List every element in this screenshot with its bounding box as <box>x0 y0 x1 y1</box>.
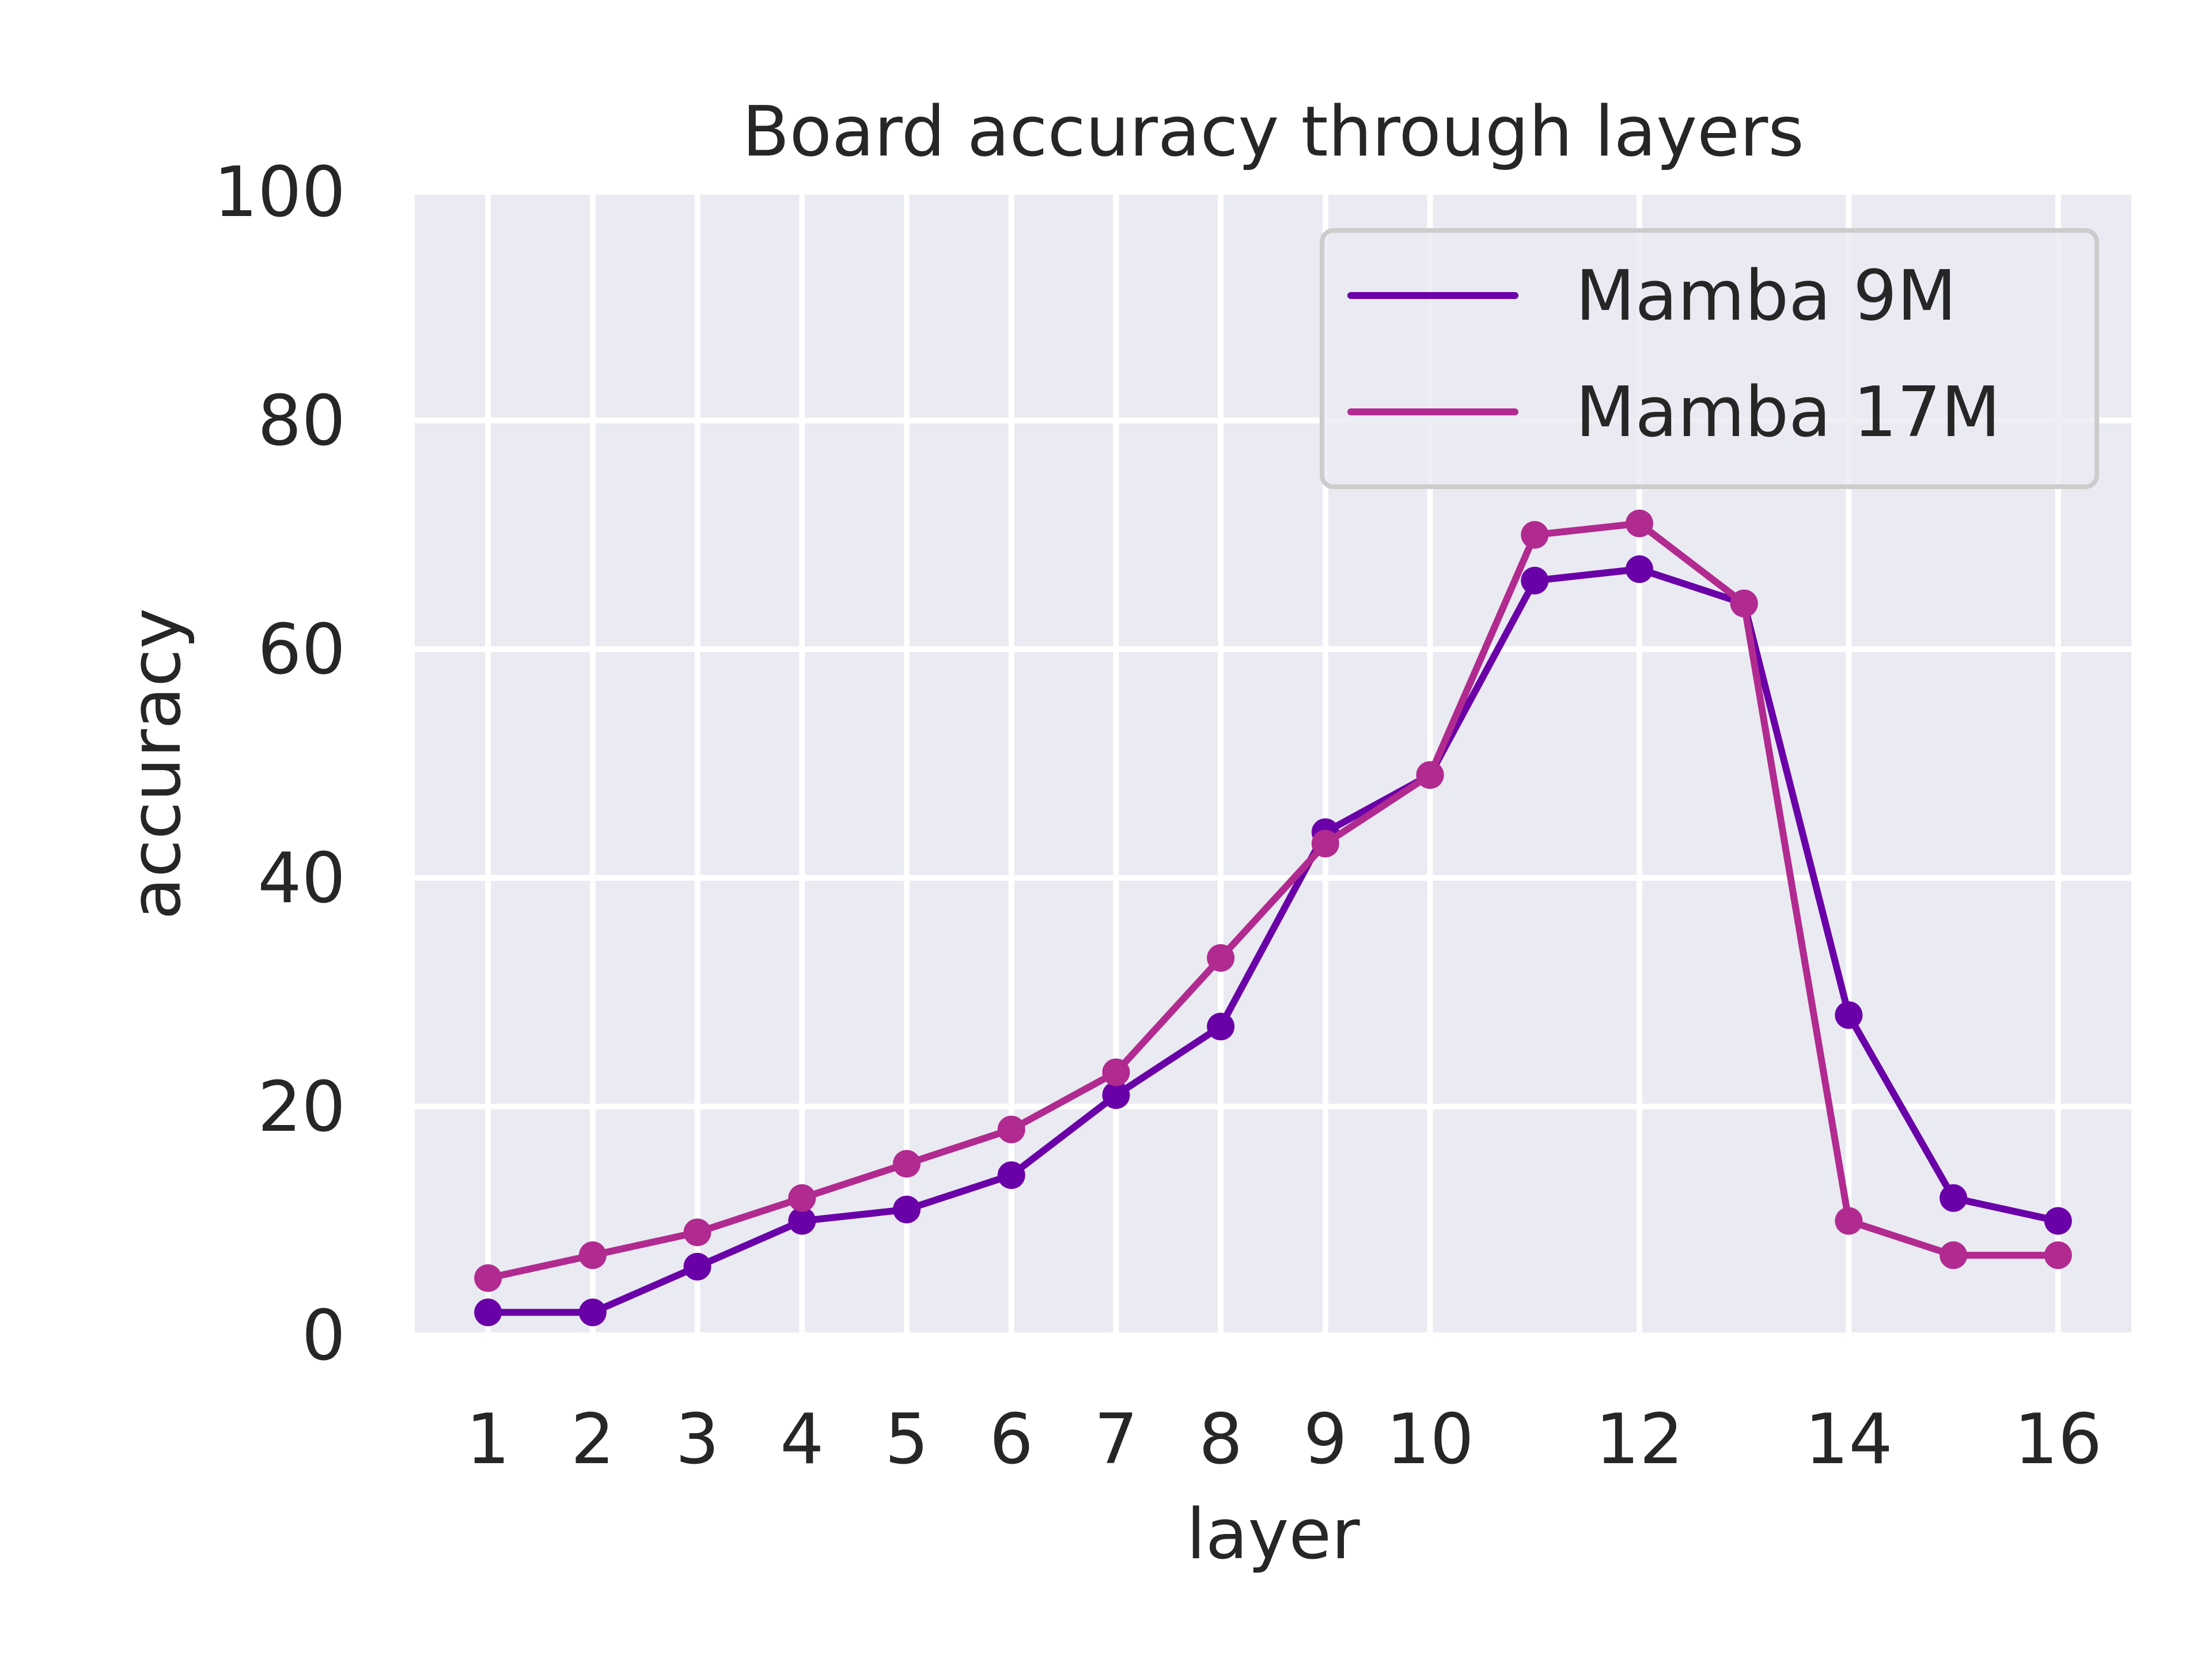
y-tick-label: 100 <box>214 153 346 233</box>
x-tick-label: 3 <box>675 1400 719 1480</box>
y-tick-labels: 0 20 40 60 80 100 <box>214 153 346 1376</box>
data-point <box>997 1115 1025 1143</box>
data-point <box>1102 1058 1130 1086</box>
chart-title: Board accuracy through layers <box>742 92 1804 172</box>
data-point <box>578 1298 607 1327</box>
legend: Mamba 9M Mamba 17M <box>1320 228 2099 489</box>
x-tick-label: 12 <box>1596 1400 1684 1480</box>
y-tick-label: 40 <box>257 839 346 919</box>
data-point <box>893 1150 921 1178</box>
y-tick-label: 0 <box>302 1296 346 1376</box>
grid-lines <box>415 189 2131 1338</box>
x-tick-labels: 1 2 3 4 5 6 7 8 9 10 12 14 16 <box>466 1400 2102 1480</box>
data-point <box>1730 589 1758 618</box>
data-point <box>474 1264 502 1292</box>
data-point <box>1207 944 1235 972</box>
x-tick-label: 1 <box>466 1400 510 1480</box>
data-point <box>1835 1207 1863 1235</box>
data-point <box>1311 830 1339 858</box>
x-tick-label: 4 <box>780 1400 824 1480</box>
data-point <box>2044 1207 2072 1235</box>
data-point <box>1940 1184 1968 1212</box>
data-point <box>1625 555 1653 584</box>
data-point <box>2044 1241 2072 1270</box>
data-point <box>893 1195 921 1224</box>
data-point <box>683 1252 711 1281</box>
series-line-mamba-17m <box>484 520 2062 1282</box>
legend-label-mamba-17m: Mamba 17M <box>1575 373 2001 453</box>
y-axis-label: accuracy <box>116 608 196 919</box>
series-line-mamba-9m <box>484 566 2062 1316</box>
data-point <box>683 1218 711 1247</box>
data-point <box>1835 1001 1863 1029</box>
x-tick-label: 2 <box>571 1400 615 1480</box>
x-tick-label: 8 <box>1199 1400 1243 1480</box>
data-point <box>997 1161 1025 1190</box>
x-tick-label: 9 <box>1304 1400 1347 1480</box>
x-tick-label: 7 <box>1094 1400 1138 1480</box>
x-tick-label: 10 <box>1386 1400 1474 1480</box>
data-point <box>578 1241 607 1270</box>
data-point <box>474 1298 502 1327</box>
data-point <box>1416 761 1444 789</box>
y-tick-label: 80 <box>257 381 346 461</box>
x-tick-label: 16 <box>2014 1400 2102 1480</box>
data-point <box>788 1184 816 1212</box>
x-tick-label: 14 <box>1805 1400 1893 1480</box>
x-tick-label: 5 <box>885 1400 929 1480</box>
data-point <box>1521 521 1549 549</box>
data-point <box>1521 566 1549 594</box>
data-point <box>1940 1241 1968 1270</box>
series-mamba-17m <box>474 509 2072 1292</box>
y-tick-label: 60 <box>257 610 346 690</box>
data-point <box>1625 509 1653 537</box>
series-layer <box>474 509 2072 1327</box>
legend-label-mamba-9m: Mamba 9M <box>1575 256 1957 336</box>
x-axis-label: layer <box>1186 1495 1360 1575</box>
data-point <box>788 1207 816 1235</box>
x-tick-label: 6 <box>990 1400 1033 1480</box>
data-point <box>1207 1013 1235 1041</box>
data-point <box>1102 1081 1130 1109</box>
y-tick-label: 20 <box>257 1067 346 1147</box>
